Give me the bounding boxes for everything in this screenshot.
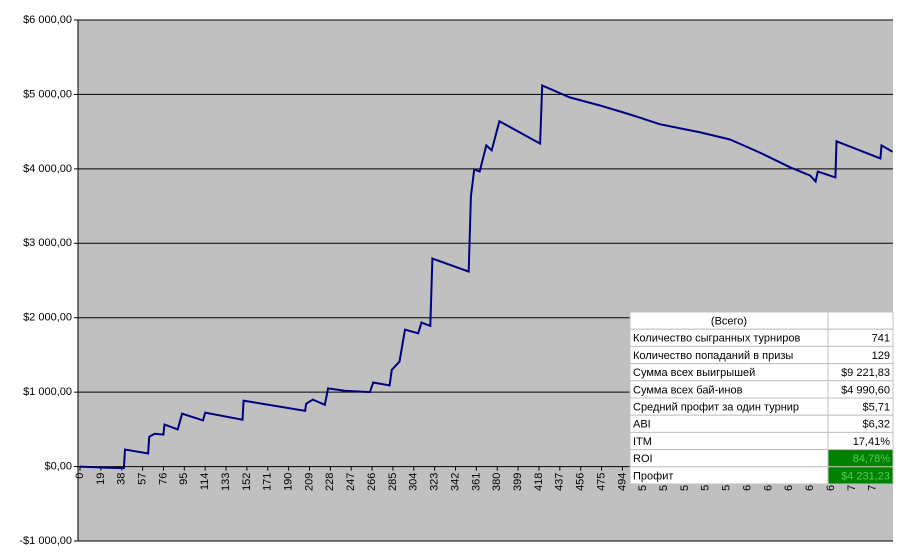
x-tick-label: 285 (387, 473, 399, 491)
table-label: Количество попаданий в призы (633, 350, 793, 362)
x-tick-label: 38 (116, 473, 128, 485)
table-label: Средний профит за один турнир (633, 402, 799, 414)
x-tick-label: 114 (199, 473, 211, 491)
y-tick-label: $1 000,00 (23, 386, 72, 398)
x-tick-label: 342 (449, 473, 461, 491)
table-value: 129 (872, 350, 890, 362)
table-value: $5,71 (862, 402, 890, 414)
table-value: 741 (872, 333, 890, 345)
x-tick-label: 133 (220, 473, 232, 491)
x-tick-label: 494 (616, 473, 628, 491)
table-value: $9 221,83 (841, 367, 890, 379)
table-label: ITM (633, 436, 652, 448)
table-label: Сумма всех бай-инов (633, 384, 743, 396)
table-cell (827, 466, 894, 485)
x-tick-label: 361 (470, 473, 482, 491)
table-value: $4 990,60 (841, 384, 890, 396)
table-title: (Всего) (711, 316, 747, 328)
x-tick-label: 380 (491, 473, 503, 491)
x-tick-label: 247 (345, 473, 357, 491)
x-tick-label: 475 (595, 473, 607, 491)
x-tick-label: 0 (74, 473, 86, 479)
table-cell (827, 311, 894, 330)
table-value: $6,32 (862, 419, 890, 431)
table-value: 84,78% (853, 453, 891, 465)
data-line (79, 84, 893, 470)
y-tick-label: $4 000,00 (23, 163, 72, 175)
y-tick-label: $0,00 (44, 460, 72, 472)
table-label: ABI (633, 419, 651, 431)
x-tick-label: 323 (429, 473, 441, 491)
table-value: $4 231,23 (841, 470, 890, 482)
x-tick-label: 228 (324, 473, 336, 491)
y-tick-label: $5 000,00 (23, 88, 72, 100)
y-tick-label: -$1 000,00 (19, 535, 72, 547)
table-label: Профит (633, 470, 673, 482)
y-tick-label: $3 000,00 (23, 237, 72, 249)
table-value: 17,41% (853, 436, 891, 448)
y-tick-label: $2 000,00 (23, 312, 72, 324)
table-label: Количество сыгранных турниров (633, 333, 801, 345)
x-tick-label: 399 (512, 473, 524, 491)
table-cell (629, 414, 829, 433)
y-tick-label: $6 000,00 (23, 14, 72, 26)
table-cell (629, 449, 829, 468)
x-tick-label: 76 (157, 473, 169, 485)
x-tick-label: 171 (262, 473, 274, 491)
x-tick-label: 190 (283, 473, 295, 491)
x-tick-label: 19 (95, 473, 107, 485)
x-tick-label: 304 (408, 473, 420, 491)
x-tick-label: 266 (366, 473, 378, 491)
x-tick-label: 209 (303, 473, 315, 491)
x-tick-label: 456 (575, 473, 587, 491)
table-label: ROI (633, 453, 653, 465)
x-tick-label: 57 (136, 473, 148, 485)
x-tick-label: 95 (178, 473, 190, 485)
x-tick-label: 418 (533, 473, 545, 491)
table-cell (629, 431, 829, 451)
table-label: Сумма всех выигрышей (633, 367, 755, 379)
x-tick-label: 437 (554, 473, 566, 491)
x-tick-label: 152 (241, 473, 253, 491)
